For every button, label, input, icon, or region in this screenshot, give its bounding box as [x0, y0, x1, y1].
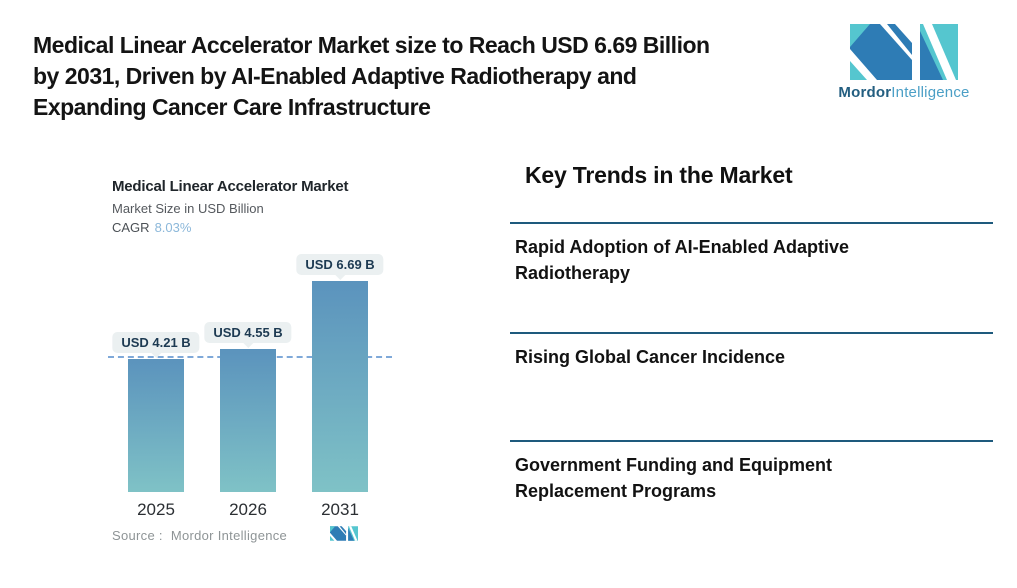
tooltip-caret — [334, 274, 346, 280]
page-title-line: Medical Linear Accelerator Market size t… — [33, 32, 710, 58]
trends-heading: Key Trends in the Market — [525, 162, 793, 188]
trend-item-label: Rising Global Cancer Incidence — [515, 347, 786, 367]
page-title-line: by 2031, Driven by AI-Enabled Adaptive R… — [33, 63, 637, 89]
cagr-value: 8.03% — [154, 220, 192, 235]
chart-title: Medical Linear Accelerator Market — [112, 178, 349, 195]
bar-2025 — [128, 359, 184, 492]
wordmark-light: Intelligence — [891, 84, 970, 101]
chart-source: Source : Mordor Intelligence — [112, 528, 287, 543]
trend-item: Government Funding and Equipment Replace… — [510, 440, 993, 588]
bar-value-label: USD 4.21 B — [112, 332, 200, 358]
trend-item: Rising Global Cancer Incidence — [510, 332, 993, 440]
chart-subtitle: Market Size in USD Billion — [112, 201, 264, 216]
bar-2026 — [220, 349, 276, 492]
x-axis-label: 2025 — [137, 500, 175, 519]
x-axis-label: 2026 — [229, 500, 267, 519]
bar-value-label: USD 6.69 B — [296, 254, 384, 280]
mordor-logo-mini-icon — [330, 526, 358, 541]
mordor-wordmark: MordorIntelligence — [838, 84, 970, 101]
x-axis-label: 2031 — [321, 500, 359, 519]
tooltip-caret — [150, 352, 162, 358]
trend-list: Rapid Adoption of AI-Enabled Adaptive Ra… — [510, 222, 993, 588]
tooltip-caret — [242, 342, 254, 348]
trend-item-label: Government Funding and Equipment Replace… — [515, 455, 832, 501]
page-title-line: Expanding Cancer Care Infrastructure — [33, 94, 431, 120]
chart-cagr: CAGR 8.03% — [112, 220, 191, 235]
bar-value-label: USD 4.55 B — [204, 322, 292, 348]
mordor-intelligence-logo: MordorIntelligence — [838, 24, 970, 101]
cagr-label: CAGR — [112, 220, 150, 235]
wordmark-bold: Mordor — [838, 84, 892, 101]
key-trends-panel: Key Trends in the Market Rapid Adoption … — [510, 160, 993, 588]
page-title: Medical Linear Accelerator Market size t… — [33, 30, 833, 123]
source-label: Source : — [112, 528, 163, 543]
source-value: Mordor Intelligence — [170, 528, 288, 543]
bar-2031 — [312, 281, 368, 492]
mordor-logo-icon — [850, 24, 958, 80]
trend-item: Rapid Adoption of AI-Enabled Adaptive Ra… — [510, 222, 993, 332]
market-size-chart: Medical Linear Accelerator Market Market… — [108, 170, 410, 580]
trend-item-label: Rapid Adoption of AI-Enabled Adaptive Ra… — [515, 237, 849, 283]
